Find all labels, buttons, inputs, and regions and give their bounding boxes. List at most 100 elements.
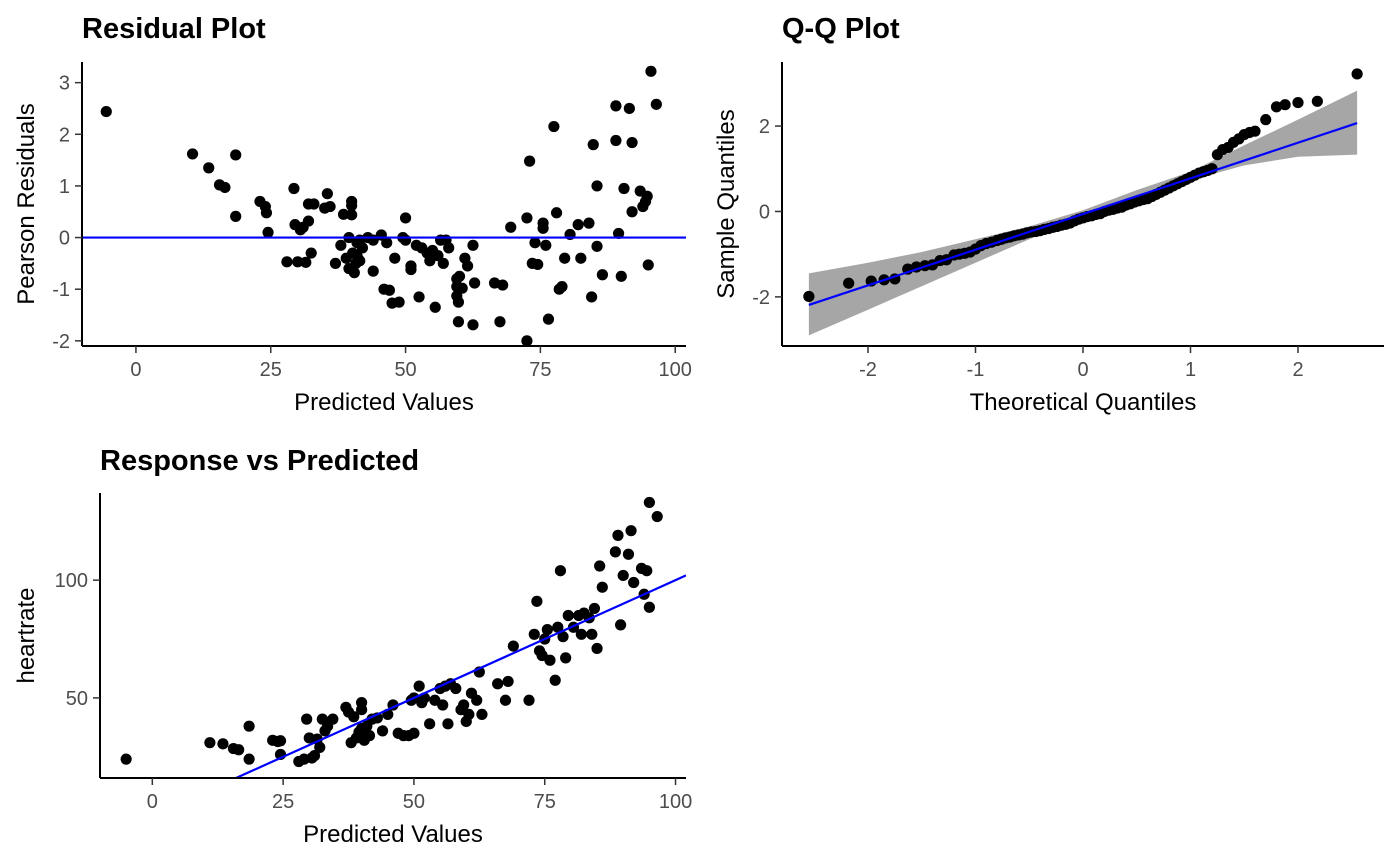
residual-point: [626, 206, 638, 218]
residual-point: [559, 252, 571, 264]
residual-point: [367, 265, 379, 277]
response-point: [233, 744, 245, 756]
residual-x-tick-label: 50: [394, 359, 416, 381]
residual-point: [219, 181, 231, 194]
response-point: [413, 680, 425, 692]
residual-point: [456, 282, 468, 294]
residual-point: [452, 316, 465, 328]
residual-point: [650, 98, 662, 110]
residual-point: [302, 215, 315, 227]
qq-y-tick-label: 2: [759, 116, 770, 138]
residual-point: [324, 200, 336, 213]
residual-point: [587, 139, 599, 151]
response-point: [557, 631, 569, 643]
residual-point: [521, 212, 533, 224]
residual-y-axis-label: Pearson Residuals: [13, 103, 40, 304]
residual-point: [230, 149, 242, 161]
residual-point: [494, 316, 506, 328]
residual-point: [305, 247, 317, 259]
residual-point: [203, 162, 215, 174]
response-point: [643, 601, 655, 613]
residual-point: [393, 296, 405, 308]
qq-y-tick-label: 0: [759, 201, 770, 223]
residual-point: [348, 267, 360, 279]
response-point: [552, 621, 564, 633]
residual-x-tick-label: 75: [529, 359, 551, 381]
residual-point: [556, 281, 568, 293]
response-point: [471, 694, 483, 706]
response-point: [301, 713, 313, 725]
response-x-tick-label: 0: [147, 791, 158, 813]
residual-point: [346, 199, 358, 212]
response-plot-area: [120, 496, 686, 778]
residual-point: [626, 136, 638, 149]
residual-point: [532, 258, 544, 271]
residual-point: [591, 240, 603, 252]
residual-point: [596, 269, 609, 281]
residual-y-tick-label: 3: [59, 73, 70, 95]
residual-point: [399, 234, 412, 246]
qq-point: [843, 277, 855, 289]
response-point: [609, 546, 621, 558]
response-x-tick-label: 50: [403, 791, 425, 813]
residual-point: [612, 227, 625, 240]
qq-x-axis-label: Theoretical Quantiles: [970, 389, 1197, 416]
response-point: [643, 496, 655, 509]
response-point: [356, 697, 368, 709]
residual-point: [381, 237, 393, 249]
residual-y-tick-label: 1: [59, 176, 70, 198]
residual-x-axis-label: Predicted Values: [294, 389, 474, 416]
response-point: [625, 525, 637, 537]
response-point: [120, 753, 132, 765]
response-point: [274, 735, 287, 747]
qq-point: [1249, 125, 1261, 137]
response-point: [476, 708, 488, 721]
response-x-tick-label: 25: [272, 791, 294, 813]
residual-point: [260, 207, 273, 219]
response-point: [617, 569, 629, 582]
response-point: [499, 694, 512, 706]
response-point: [376, 725, 389, 737]
residual-point: [399, 212, 412, 224]
qq-point: [1270, 101, 1283, 113]
residual-point: [469, 277, 481, 289]
residual-point: [461, 260, 474, 272]
response-y-tick-label: 100: [55, 570, 88, 592]
residual-x-tick-label: 25: [260, 359, 282, 381]
residual-point: [537, 222, 549, 234]
residual-point: [354, 255, 366, 267]
residual-point: [586, 291, 598, 303]
response-point: [492, 678, 504, 690]
qq-point: [1311, 95, 1323, 107]
residual-point: [505, 221, 517, 233]
residual-point: [467, 239, 479, 251]
qq-x-tick-label: -2: [859, 359, 877, 381]
response-point: [204, 737, 216, 749]
residual-point: [524, 155, 536, 167]
residual-point: [281, 256, 293, 268]
residual-point: [583, 217, 595, 229]
response-point: [348, 711, 360, 723]
response-point: [450, 682, 462, 695]
response-x-axis-label: Predicted Values: [303, 821, 483, 848]
qq-plot-area: [803, 68, 1363, 336]
qq-point: [1292, 96, 1304, 109]
response-reference-line: [233, 574, 686, 778]
residual-point: [335, 239, 347, 251]
residual-title: Residual Plot: [82, 13, 266, 45]
residual-point: [548, 120, 560, 133]
residual-point: [453, 270, 466, 282]
response-point: [523, 694, 535, 706]
qq-point: [803, 290, 815, 303]
residual-point: [356, 242, 369, 254]
residual-point: [443, 242, 455, 254]
residual-point: [437, 257, 449, 269]
qq-y-tick-label: -2: [752, 287, 770, 309]
response-point: [217, 738, 229, 750]
residual-point: [321, 188, 333, 200]
qq-panel: Q-Q Plot -2 -1 0 1 2 -2 0 2 Theoretical Quantiles…: [713, 13, 1384, 416]
residual-point: [645, 65, 657, 77]
residual-point: [497, 279, 509, 291]
response-point: [596, 581, 608, 593]
response-point: [591, 642, 603, 655]
